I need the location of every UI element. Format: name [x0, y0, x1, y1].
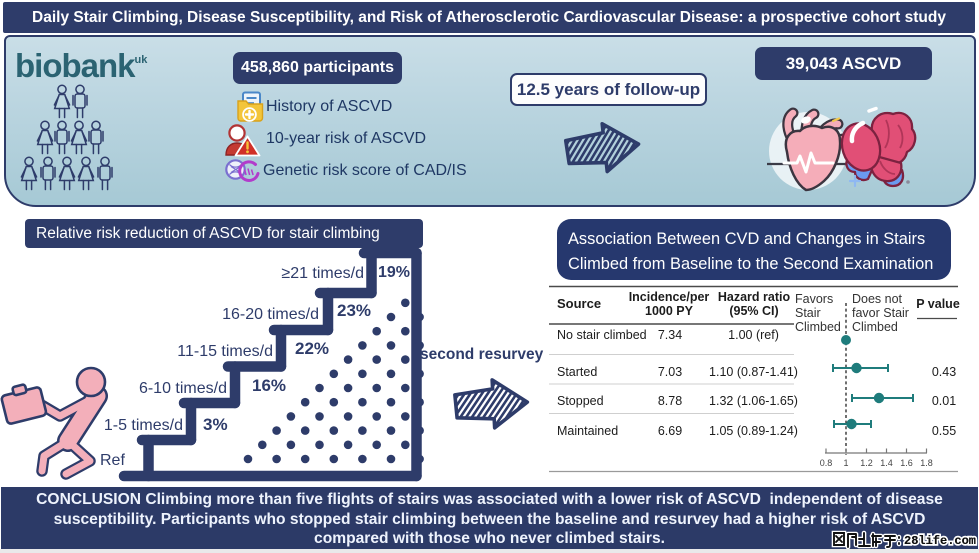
svg-text:28life.com: 28life.com [904, 534, 976, 548]
svg-text:28life.com: 28life.com [904, 534, 976, 548]
